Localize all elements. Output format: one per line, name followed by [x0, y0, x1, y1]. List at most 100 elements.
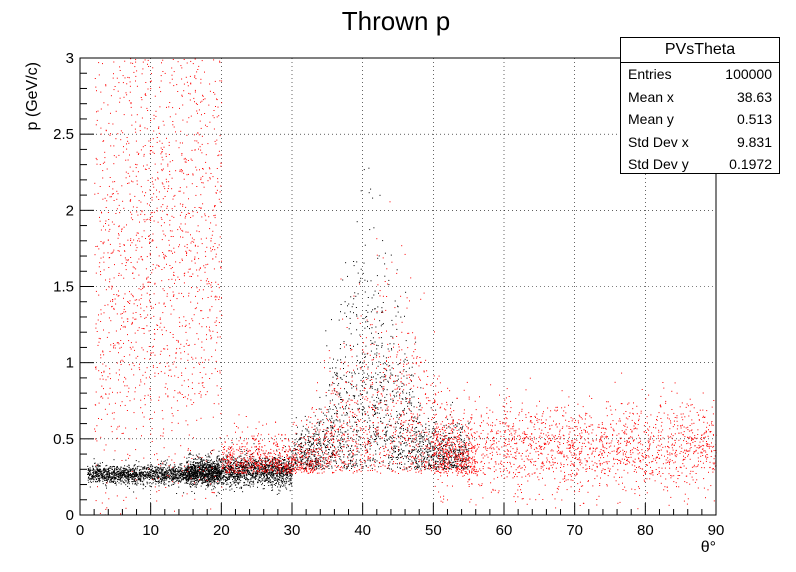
scatter-point [218, 482, 220, 484]
scatter-point [393, 437, 395, 438]
scatter-point [368, 375, 370, 377]
scatter-point [344, 408, 346, 410]
scatter-point [330, 456, 332, 457]
scatter-point [231, 473, 233, 475]
scatter-point [220, 460, 222, 462]
scatter-point [192, 484, 194, 486]
scatter-point [363, 372, 365, 374]
scatter-point [213, 485, 215, 487]
scatter-point [221, 459, 223, 461]
scatter-point [359, 459, 361, 461]
scatter-point [201, 475, 203, 477]
scatter-point [296, 457, 298, 459]
scatter-point [150, 477, 152, 479]
scatter-point [188, 474, 190, 476]
scatter-point [368, 429, 370, 431]
scatter-point [193, 461, 195, 463]
scatter-point [88, 469, 89, 471]
scatter-point [146, 475, 148, 477]
scatter-point [379, 372, 381, 373]
scatter-point [88, 477, 90, 478]
scatter-point [170, 473, 172, 475]
scatter-point [312, 443, 314, 445]
scatter-point [226, 476, 228, 478]
scatter-point [212, 481, 214, 483]
scatter-point [196, 475, 198, 477]
scatter-point [180, 472, 182, 474]
scatter-point [380, 325, 382, 327]
scatter-point [212, 485, 214, 487]
scatter-point [452, 432, 454, 434]
scatter-point [280, 479, 282, 481]
scatter-point [247, 470, 249, 472]
scatter-point [247, 485, 249, 486]
scatter-point [140, 472, 142, 474]
scatter-point [139, 473, 140, 475]
scatter-point [461, 428, 462, 430]
scatter-point [303, 436, 305, 437]
scatter-point [303, 463, 305, 465]
scatter-point [453, 448, 455, 450]
scatter-point [464, 447, 466, 448]
scatter-point [417, 464, 419, 466]
scatter-point [168, 476, 170, 478]
scatter-point [166, 478, 168, 479]
scatter-point [140, 472, 142, 474]
scatter-point [355, 441, 357, 443]
scatter-point [259, 469, 261, 471]
scatter-point [400, 448, 402, 450]
scatter-point [307, 459, 309, 461]
scatter-point [87, 468, 89, 469]
scatter-point [256, 461, 258, 462]
scatter-point [385, 432, 387, 434]
scatter-point [159, 476, 161, 478]
scatter-point [199, 465, 201, 467]
scatter-point [105, 474, 107, 476]
scatter-point [88, 476, 90, 478]
scatter-point [261, 467, 263, 469]
scatter-point [245, 452, 247, 454]
scatter-point [217, 478, 219, 480]
scatter-point [199, 457, 201, 459]
scatter-point [333, 358, 334, 360]
scatter-point [286, 460, 288, 462]
scatter-point [206, 475, 208, 476]
scatter-point [128, 475, 130, 477]
scatter-point [263, 474, 265, 476]
scatter-point [99, 481, 101, 483]
scatter-point [155, 479, 156, 481]
scatter-point [192, 478, 194, 480]
scatter-point [401, 455, 403, 457]
scatter-point [391, 441, 393, 443]
scatter-point [342, 440, 344, 442]
scatter-point [163, 467, 165, 468]
scatter-point [145, 473, 147, 475]
scatter-point [328, 452, 330, 454]
scatter-point [338, 449, 340, 451]
scatter-point [385, 378, 387, 380]
scatter-point [206, 481, 208, 483]
scatter-point [445, 446, 447, 448]
scatter-point [270, 473, 272, 475]
scatter-point [415, 460, 417, 462]
scatter-point [189, 472, 191, 473]
scatter-point [263, 480, 265, 482]
scatter-point [133, 491, 135, 493]
scatter-point [460, 439, 462, 441]
scatter-point [344, 414, 346, 416]
scatter-point [393, 440, 395, 442]
scatter-point [187, 474, 189, 476]
scatter-point [375, 378, 377, 380]
scatter-point [180, 476, 182, 478]
scatter-point [373, 406, 375, 408]
scatter-point [210, 462, 212, 464]
scatter-point [369, 445, 371, 447]
scatter-point [218, 482, 219, 484]
scatter-point [209, 466, 211, 468]
scatter-point [392, 435, 394, 437]
scatter-point [109, 474, 111, 476]
scatter-point [299, 457, 301, 459]
scatter-point [134, 480, 136, 482]
scatter-point [178, 480, 180, 482]
scatter-point [188, 468, 190, 470]
